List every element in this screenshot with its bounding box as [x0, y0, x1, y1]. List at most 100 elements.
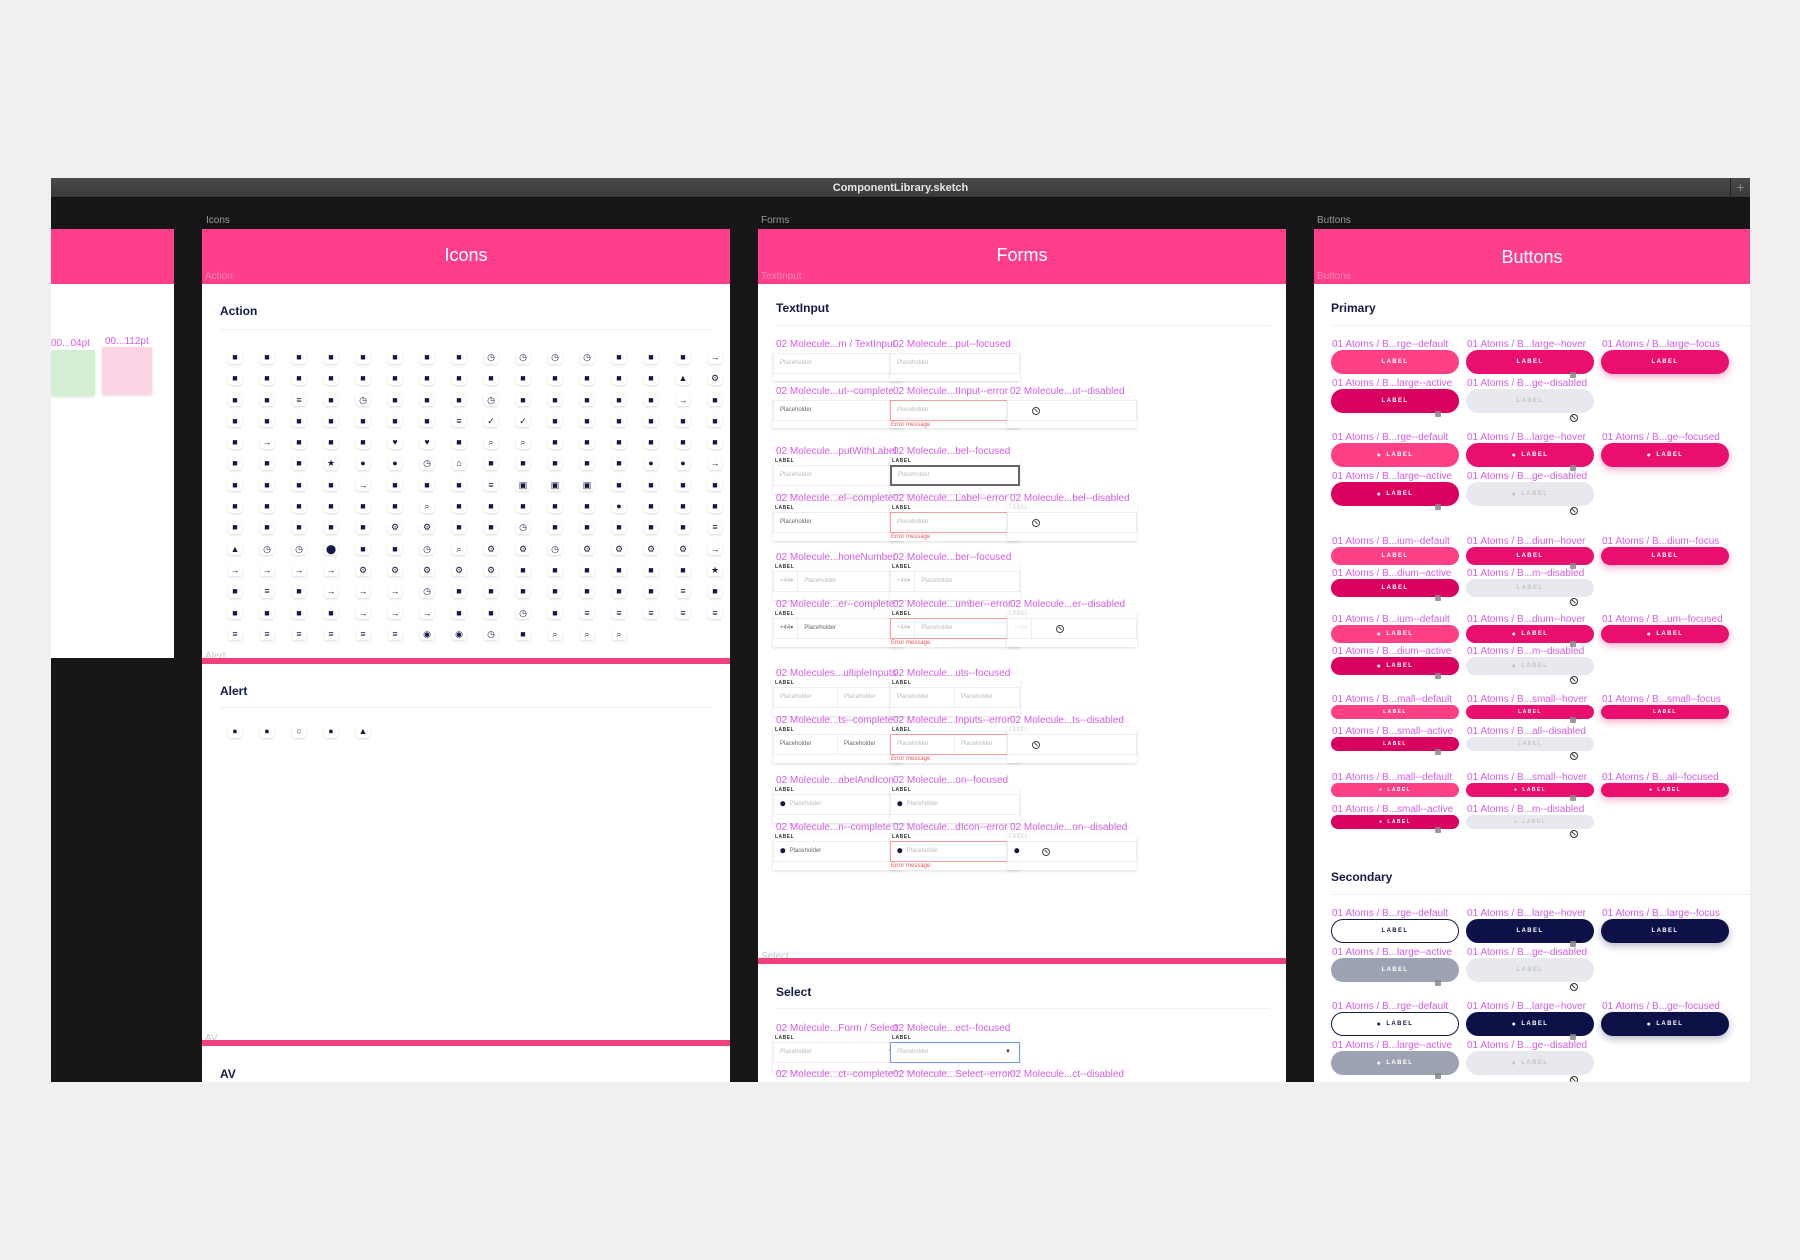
icon-cell[interactable]: → — [699, 453, 730, 474]
icon-cell[interactable]: ■ — [571, 496, 603, 517]
icon-cell[interactable]: ■ — [475, 517, 507, 538]
icon-cell[interactable]: ■ — [251, 603, 283, 624]
symbol-name-label[interactable]: 01 Atoms / B...ge--disabled — [1467, 378, 1588, 389]
icon-cell[interactable]: ■ — [283, 347, 315, 368]
icon-cell[interactable]: ⚙ — [443, 560, 475, 581]
text-input-label-focusdark[interactable]: LABEL Placeholder — [890, 458, 1020, 494]
icon-cell[interactable]: → — [379, 603, 411, 624]
icon-cell[interactable]: ● — [667, 453, 699, 474]
icon-cell[interactable]: → — [411, 603, 443, 624]
symbol-name-label[interactable]: 01 Atoms / B...rge--default — [1332, 339, 1449, 350]
icon-cell[interactable]: ■ — [219, 453, 251, 474]
icon-cell[interactable]: ■ — [507, 560, 539, 581]
icon-cell[interactable]: ≡ — [699, 517, 730, 538]
input-box[interactable]: Placeholder Placeholder — [773, 687, 903, 708]
icon-cell[interactable]: ≡ — [571, 603, 603, 624]
artboard-buttons[interactable]: Buttons Buttons Primary Secondary 01 Ato… — [1314, 229, 1750, 1082]
select-box[interactable]: Placeholder▼ — [773, 1042, 903, 1063]
symbol-name-label[interactable]: 02 Molecule...bel--focused — [893, 446, 1011, 457]
icon-cell[interactable]: ⚙ — [603, 539, 635, 560]
text-input-multi-focused[interactable]: LABEL Placeholder Placeholder — [890, 680, 1020, 716]
country-code-select[interactable]: +44 ▾ — [780, 572, 799, 591]
secondary-button-large-active[interactable]: LABEL — [1331, 958, 1459, 982]
icon-cell[interactable]: ◷ — [411, 539, 443, 560]
icon-cell[interactable]: ⌕ — [411, 496, 443, 517]
icon-cell[interactable]: ■ — [219, 347, 251, 368]
icon-cell[interactable]: ◷ — [539, 347, 571, 368]
input-box[interactable] — [1007, 400, 1137, 421]
text-input-multi-disabled[interactable]: LABEL — [1007, 727, 1137, 763]
primary-button-small-hover[interactable]: ● LABEL — [1466, 783, 1594, 797]
icon-cell[interactable]: ■ — [315, 411, 347, 432]
artboard-forms[interactable]: Forms TextInput TextInput Select Select … — [758, 229, 1286, 1082]
icon-cell[interactable]: ⚙ — [475, 560, 507, 581]
input-box[interactable]: Placeholder — [773, 512, 903, 533]
icon-cell[interactable]: ■ — [475, 603, 507, 624]
symbol-name-label[interactable]: 02 Molecule...bel--disabled — [1010, 493, 1130, 504]
icon-cell[interactable]: ■ — [635, 368, 667, 389]
symbol-name-label[interactable]: 02 Molecule...n--complete — [776, 822, 892, 833]
icon-cell[interactable]: ■ — [251, 411, 283, 432]
secondary-button-large-default[interactable]: ● LABEL — [1331, 1012, 1459, 1036]
primary-button-large-disabled[interactable]: ● LABEL — [1466, 482, 1594, 506]
text-input-icon-error[interactable]: LABEL ⬤ Placeholder Error message — [890, 834, 1020, 870]
icon-cell[interactable]: ◷ — [571, 347, 603, 368]
icon-cell[interactable]: ■ — [347, 496, 379, 517]
symbol-name-label[interactable]: 01 Atoms / B...m--disabled — [1467, 804, 1585, 815]
icon-cell[interactable]: ■ — [667, 411, 699, 432]
symbol-name-label[interactable]: 01 Atoms / B...ge--focused — [1602, 1001, 1720, 1012]
primary-button-small-default[interactable]: LABEL — [1331, 705, 1459, 719]
icon-cell[interactable]: ★ — [699, 560, 730, 581]
secondary-button-large-focus[interactable]: ● LABEL — [1601, 1012, 1729, 1036]
icon-cell[interactable]: ■ — [443, 496, 475, 517]
icon-cell[interactable]: ⚙ — [411, 560, 443, 581]
icon-cell[interactable]: ■ — [315, 496, 347, 517]
primary-button-large-active[interactable]: ● LABEL — [1331, 482, 1459, 506]
icon-cell[interactable]: → — [251, 560, 283, 581]
symbol-name-label[interactable]: 01 Atoms / B...large--hover — [1467, 339, 1586, 350]
primary-button-small-active[interactable]: ● LABEL — [1331, 815, 1459, 829]
icon-cell[interactable]: ◷ — [347, 390, 379, 411]
symbol-name-label[interactable]: 01 Atoms / B...large--focus — [1602, 339, 1720, 350]
text-input-plain-complete[interactable]: Placeholder — [773, 398, 903, 428]
icon-cell[interactable]: ♥ — [379, 432, 411, 453]
icon-cell[interactable]: ■ — [507, 624, 539, 645]
country-code-select[interactable]: +44 ▾ — [897, 619, 916, 638]
icon-cell[interactable]: ■ — [283, 603, 315, 624]
icon-cell[interactable]: ■ — [443, 517, 475, 538]
canvas[interactable]: 00...04pt 00...112pt Icons Icons Action … — [51, 198, 1750, 1082]
primary-button-medium-default[interactable]: ● LABEL — [1331, 625, 1459, 643]
icon-cell[interactable]: ■ — [507, 368, 539, 389]
icon-cell[interactable]: ■ — [539, 560, 571, 581]
symbol-name-label[interactable]: 01 Atoms / B...small--hover — [1467, 694, 1588, 705]
icon-cell[interactable]: ◷ — [411, 581, 443, 602]
icon-cell[interactable]: ■ — [635, 347, 667, 368]
icon-cell[interactable]: ■ — [667, 496, 699, 517]
icon-cell[interactable]: ■ — [507, 581, 539, 602]
icon-cell[interactable]: ⌕ — [539, 624, 571, 645]
icon-cell[interactable]: ▲ — [219, 539, 251, 560]
icon-cell[interactable]: → — [219, 560, 251, 581]
primary-button-small-active[interactable]: LABEL — [1331, 737, 1459, 751]
icon-cell[interactable]: ◉ — [411, 624, 443, 645]
icon-cell[interactable]: ≡ — [667, 581, 699, 602]
country-code-select[interactable]: +44 ▾ — [1014, 619, 1033, 638]
symbol-name-label[interactable]: 01 Atoms / B...small--active — [1332, 726, 1454, 737]
primary-button-medium-disabled[interactable]: ● LABEL — [1466, 657, 1594, 675]
icon-cell[interactable]: → — [379, 581, 411, 602]
icon-cell[interactable]: ■ — [379, 347, 411, 368]
symbol-name-label[interactable]: 01 Atoms / B...rge--default — [1332, 432, 1449, 443]
icon-cell[interactable]: ■ — [571, 517, 603, 538]
icon-cell[interactable]: ⚙ — [347, 560, 379, 581]
icon-cell[interactable]: ◷ — [411, 453, 443, 474]
icon-cell[interactable]: ▲ — [667, 368, 699, 389]
icon-cell[interactable]: ■ — [475, 496, 507, 517]
icon-cell[interactable]: ■ — [539, 390, 571, 411]
icon-cell[interactable]: → — [347, 581, 379, 602]
icon-cell[interactable]: ≡ — [603, 603, 635, 624]
icon-cell[interactable]: ≡ — [699, 603, 730, 624]
icon-cell[interactable]: ■ — [603, 517, 635, 538]
symbol-name-label[interactable]: 02 Molecule...honeNumber — [776, 552, 897, 563]
text-input-plain-default[interactable]: Placeholder — [773, 351, 903, 381]
